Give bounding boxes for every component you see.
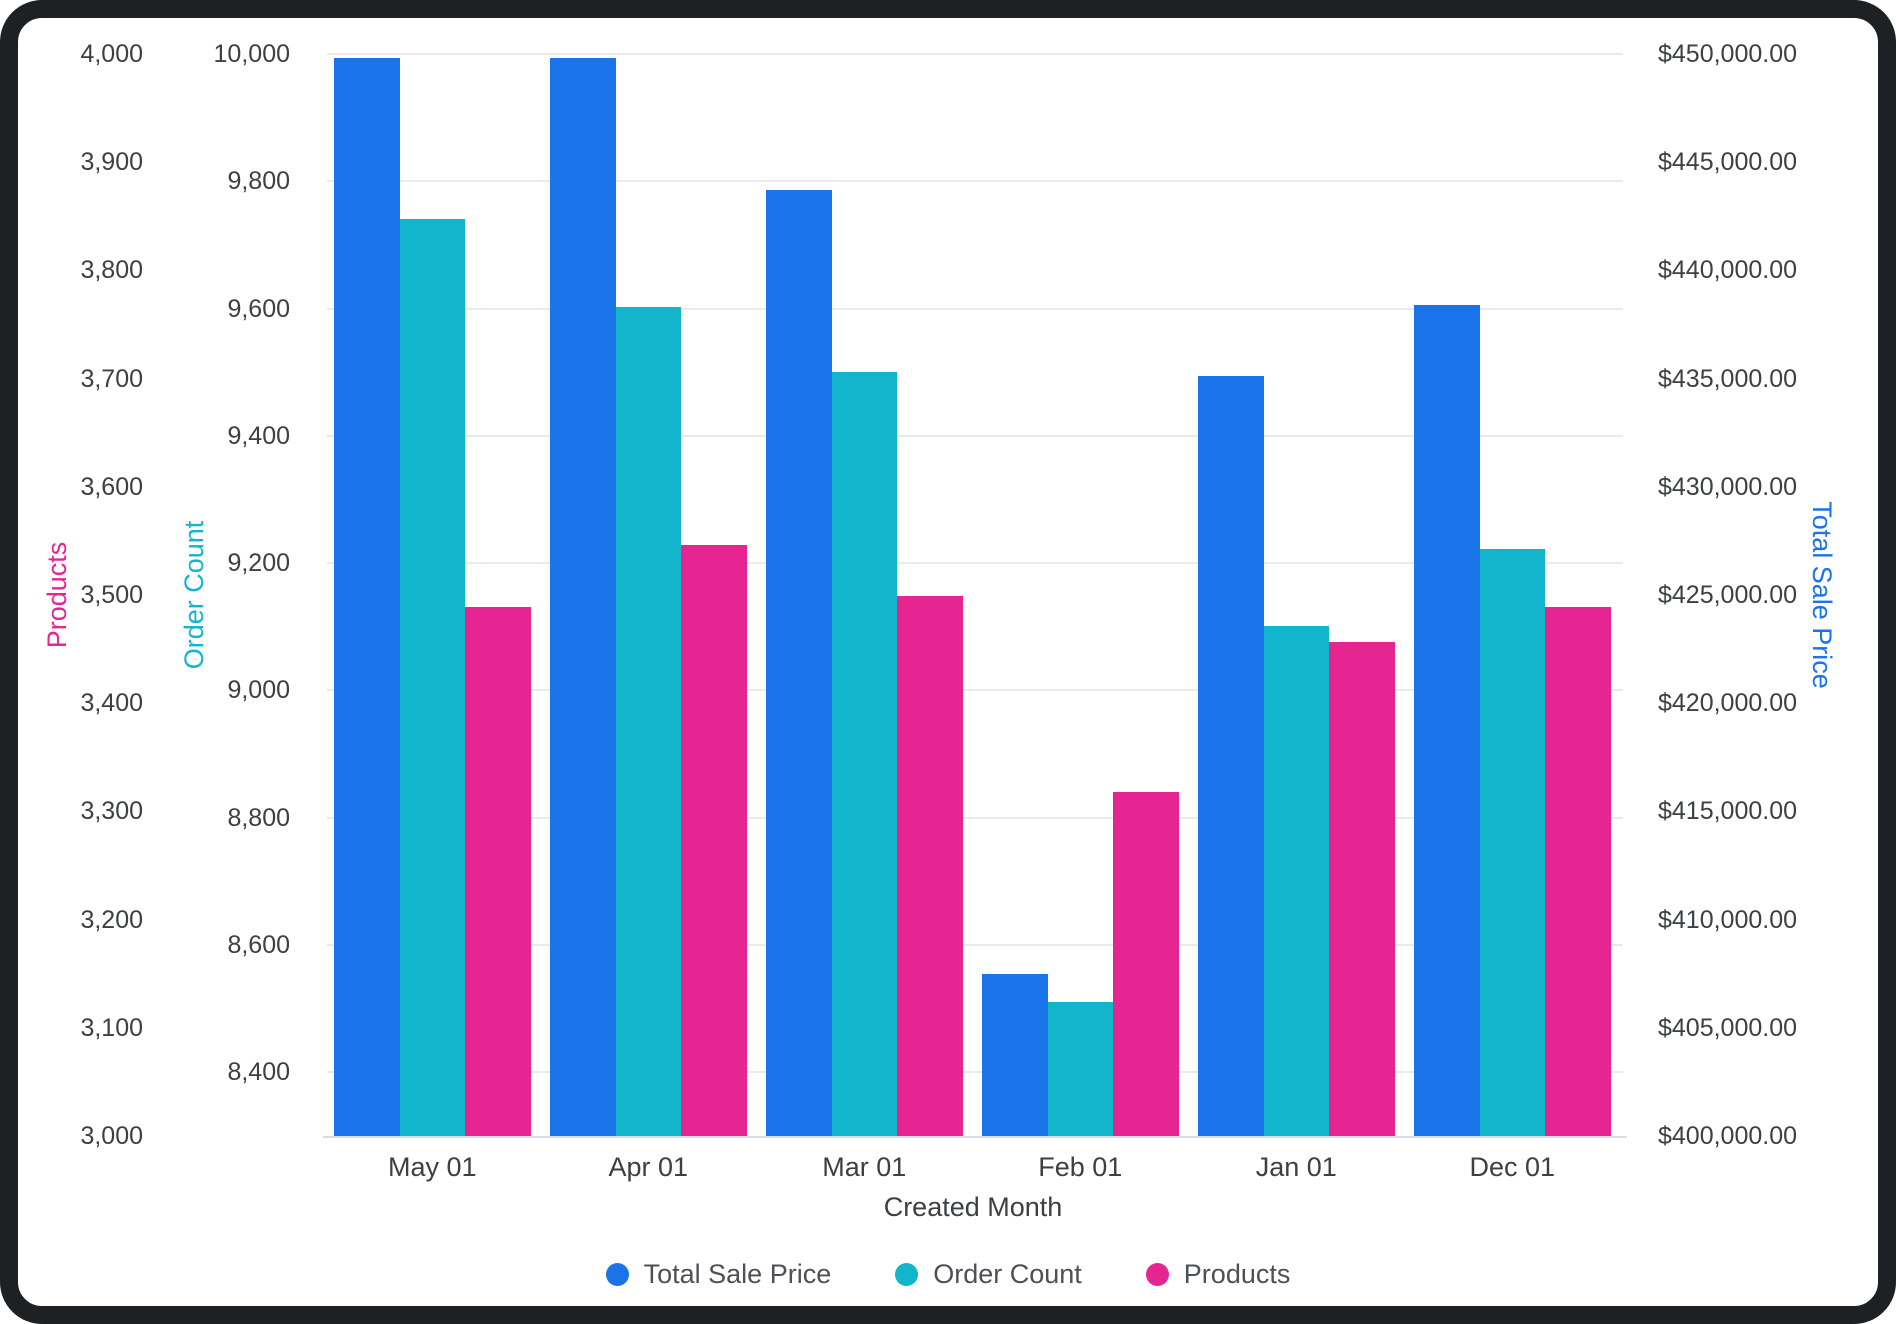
bar-total-sale-price-may-01[interactable] (334, 58, 400, 1136)
tick-total-sale-price: $430,000.00 (1658, 472, 1798, 501)
legend-dot-icon (895, 1262, 919, 1286)
tick-order-count: 8,600 (227, 931, 290, 960)
bar-order-count-apr-01[interactable] (615, 306, 681, 1136)
tick-products: 3,300 (80, 797, 143, 826)
tick-total-sale-price: $420,000.00 (1658, 689, 1798, 718)
legend: Total Sale Price Order Count Products (18, 1258, 1878, 1290)
x-label-may-01: May 01 (387, 1152, 477, 1182)
x-label-dec-01: Dec 01 (1469, 1152, 1556, 1182)
bar-order-count-feb-01[interactable] (1047, 1001, 1113, 1136)
x-label-mar-01: Mar 01 (822, 1152, 907, 1182)
gridline (327, 562, 1623, 565)
axis-title-products: Products (42, 541, 72, 649)
legend-item-products[interactable]: Products (1145, 1258, 1291, 1290)
bar-total-sale-price-apr-01[interactable] (550, 58, 616, 1136)
x-label-apr-01: Apr 01 (608, 1152, 689, 1182)
gridline (327, 1071, 1623, 1074)
bar-total-sale-price-mar-01[interactable] (766, 190, 832, 1136)
gridline (327, 53, 1623, 55)
x-axis-baseline (323, 1136, 1627, 1138)
bar-total-sale-price-feb-01[interactable] (982, 973, 1048, 1136)
tick-order-count: 9,600 (227, 294, 290, 323)
tick-products: 3,800 (80, 256, 143, 285)
bar-total-sale-price-dec-01[interactable] (1414, 305, 1480, 1136)
tick-products: 3,700 (80, 364, 143, 393)
bar-products-feb-01[interactable] (1113, 791, 1179, 1136)
legend-item-label: Products (1183, 1259, 1291, 1289)
tick-products: 3,200 (80, 905, 143, 934)
tick-total-sale-price: $445,000.00 (1658, 148, 1798, 177)
legend-dot-icon (1145, 1262, 1169, 1286)
legend-item-total-sale-price[interactable]: Total Sale Price (605, 1258, 832, 1290)
tick-order-count: 9,400 (227, 421, 290, 450)
x-axis-title: Created Month (883, 1192, 1063, 1222)
axis-title-order-count: Order Count (179, 520, 209, 670)
bar-total-sale-price-jan-01[interactable] (1198, 376, 1264, 1136)
tick-products: 3,400 (80, 689, 143, 718)
bar-products-dec-01[interactable] (1545, 606, 1611, 1136)
tick-order-count: 9,000 (227, 676, 290, 705)
legend-item-label: Order Count (933, 1259, 1082, 1289)
gridline (327, 816, 1623, 819)
tick-total-sale-price: $415,000.00 (1658, 797, 1798, 826)
tick-total-sale-price: $435,000.00 (1658, 364, 1798, 393)
x-label-jan-01: Jan 01 (1255, 1152, 1337, 1182)
legend-dot-icon (605, 1262, 629, 1286)
gridline (327, 180, 1623, 183)
tick-products: 3,000 (80, 1122, 143, 1150)
tick-total-sale-price: $400,000.00 (1658, 1122, 1798, 1150)
gridline (327, 944, 1623, 947)
tick-total-sale-price: $405,000.00 (1658, 1013, 1798, 1042)
legend-item-order-count[interactable]: Order Count (895, 1258, 1082, 1290)
bar-products-jan-01[interactable] (1329, 641, 1395, 1136)
axis-title-total-sale-price: Total Sale Price (1807, 501, 1837, 689)
bar-order-count-dec-01[interactable] (1479, 548, 1545, 1136)
x-label-feb-01: Feb 01 (1038, 1152, 1123, 1182)
bar-products-apr-01[interactable] (681, 545, 747, 1136)
tick-order-count: 9,200 (227, 549, 290, 578)
tick-total-sale-price: $410,000.00 (1658, 905, 1798, 934)
tick-products: 3,100 (80, 1013, 143, 1042)
tick-order-count: 9,800 (227, 167, 290, 196)
tick-products: 3,900 (80, 148, 143, 177)
tick-total-sale-price: $450,000.00 (1658, 40, 1798, 68)
tick-order-count: 8,400 (227, 1058, 290, 1087)
gridline (327, 689, 1623, 692)
bar-order-count-mar-01[interactable] (831, 372, 897, 1136)
gridline (327, 434, 1623, 437)
gridline (327, 307, 1623, 310)
tick-products: 4,000 (80, 40, 143, 68)
bar-order-count-jan-01[interactable] (1263, 625, 1329, 1136)
bar-products-may-01[interactable] (465, 606, 531, 1136)
tick-total-sale-price: $440,000.00 (1658, 256, 1798, 285)
tick-products: 3,500 (80, 581, 143, 609)
tick-total-sale-price: $425,000.00 (1658, 581, 1798, 609)
tick-products: 3,600 (80, 472, 143, 501)
bar-products-mar-01[interactable] (897, 596, 963, 1136)
legend-item-label: Total Sale Price (643, 1259, 832, 1289)
tick-order-count: 8,800 (227, 803, 290, 832)
tick-order-count: 10,000 (213, 40, 290, 68)
bar-order-count-may-01[interactable] (399, 218, 465, 1136)
